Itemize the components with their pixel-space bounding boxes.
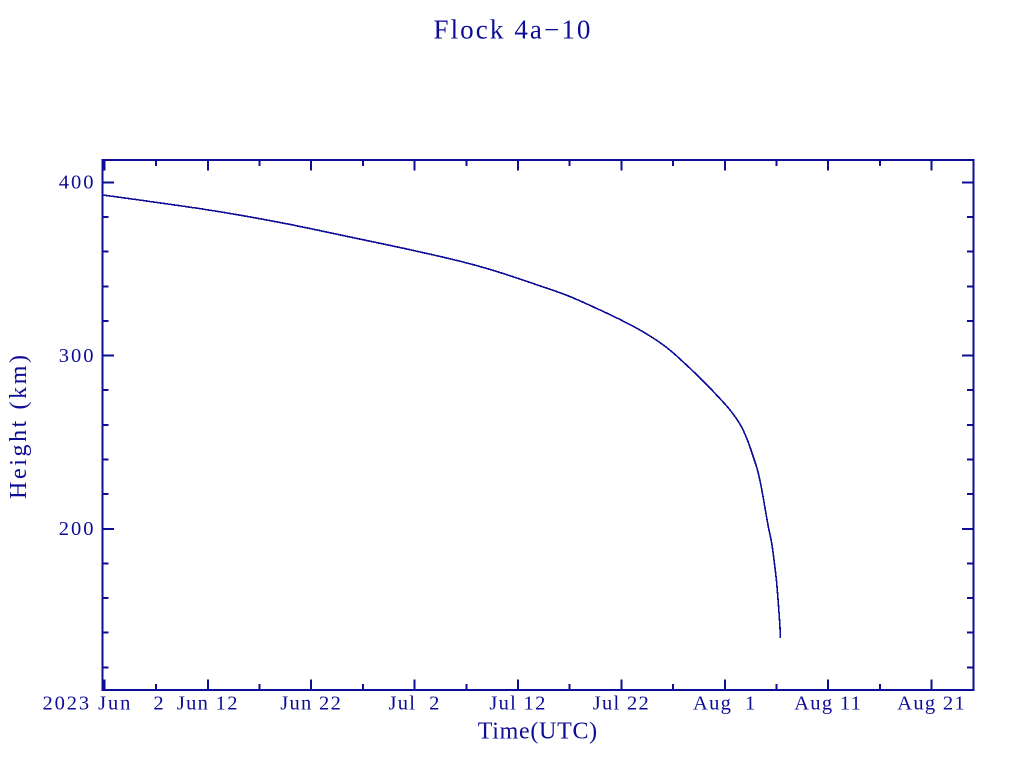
svg-text:Flock 4a−10: Flock 4a−10 xyxy=(433,14,592,44)
svg-text:Aug 21: Aug 21 xyxy=(897,693,966,715)
svg-text:Time(UTC): Time(UTC) xyxy=(478,718,598,744)
svg-text:Jul 22: Jul 22 xyxy=(593,693,650,715)
svg-text:Jun 22: Jun 22 xyxy=(280,693,342,715)
svg-text:Aug 11: Aug 11 xyxy=(794,693,862,715)
svg-text:200: 200 xyxy=(59,518,96,540)
svg-text:Jul 2: Jul 2 xyxy=(388,693,440,715)
svg-text:300: 300 xyxy=(59,345,96,367)
svg-text:2023 Jun 2: 2023 Jun 2 xyxy=(42,693,165,715)
svg-text:Aug 1: Aug 1 xyxy=(693,693,757,715)
svg-text:Height (km): Height (km) xyxy=(6,352,32,499)
svg-text:Jul 12: Jul 12 xyxy=(489,693,546,715)
svg-text:Jun 12: Jun 12 xyxy=(177,693,239,715)
svg-text:400: 400 xyxy=(59,172,96,194)
